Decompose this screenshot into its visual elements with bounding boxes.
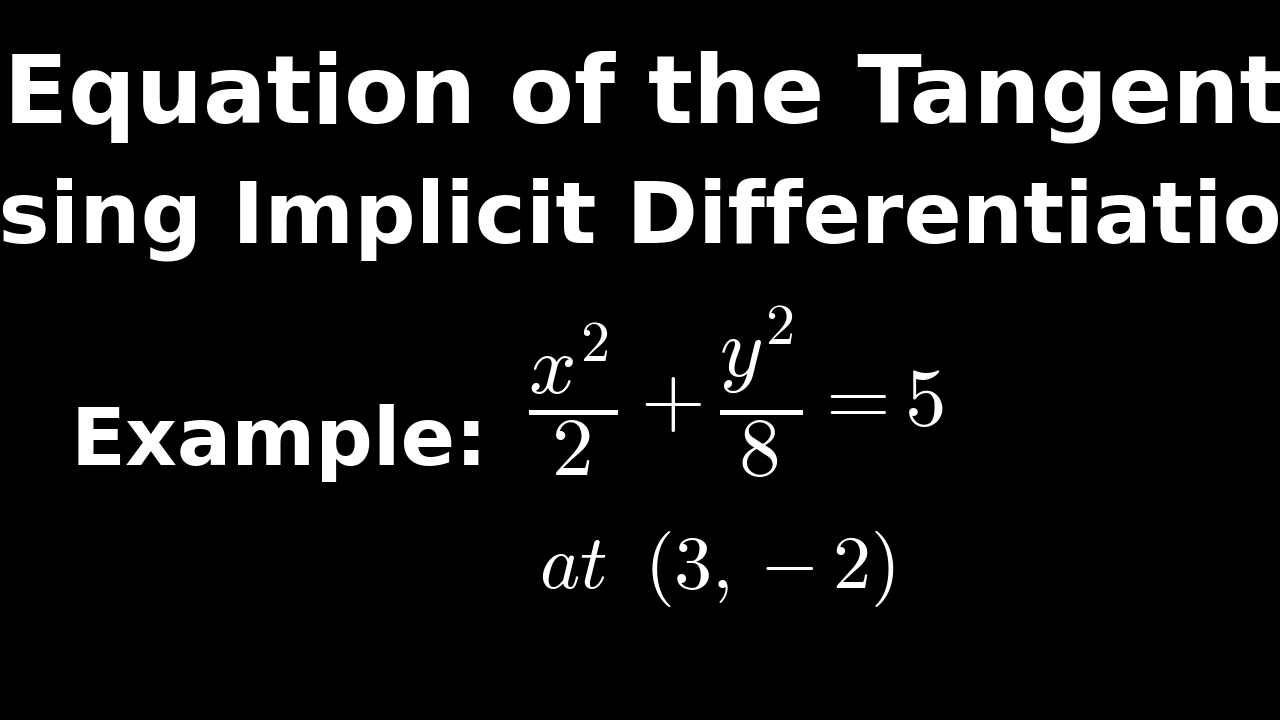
Text: using Implicit Differentiation: using Implicit Differentiation: [0, 178, 1280, 261]
Text: $\dfrac{x^2}{2} + \dfrac{y^2}{8} = 5$: $\dfrac{x^2}{2} + \dfrac{y^2}{8} = 5$: [527, 305, 945, 480]
Text: $at\;\;(3,-2)$: $at\;\;(3,-2)$: [539, 528, 895, 609]
Text: Find Equation of the Tangent Line: Find Equation of the Tangent Line: [0, 51, 1280, 143]
Text: Example:: Example:: [70, 404, 488, 482]
